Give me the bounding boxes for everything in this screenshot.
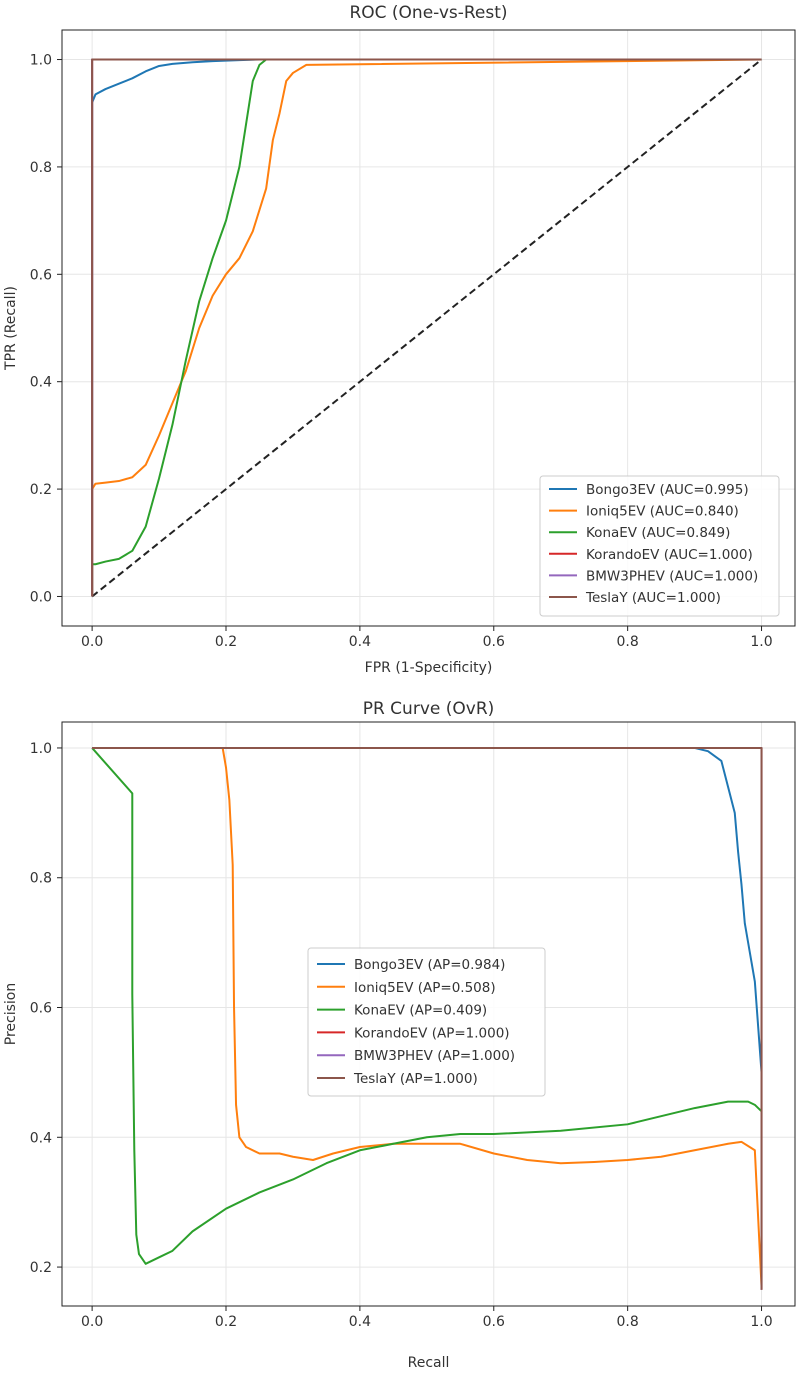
chart-panel-1: 0.0 0.2 0.4 0.6 0.8 1.0 0.0 0.2 0.4 0.6 0.8 1.0 ROC … <box>3 3 796 676</box>
y-tick-label: 0.0 <box>30 589 52 605</box>
y-tick-label: 0.6 <box>30 1001 52 1017</box>
legend-box <box>307 947 546 1097</box>
y-tick-label: 0.8 <box>30 871 52 887</box>
y-tick-label: 0.2 <box>30 482 52 498</box>
legend: Bongo3EV (AP=0.984) Ioniq5EV (AP=0.508) Ko… <box>307 947 546 1097</box>
series-group <box>91 58 763 598</box>
axes-frame <box>61 29 796 627</box>
series-line-teslay <box>92 746 763 1290</box>
legend-entry-teslay: TeslaY (AUC=1.000) <box>585 590 721 606</box>
y-tick-label: 1.0 <box>30 741 52 757</box>
x-axis-label: FPR (1-Specificity) <box>365 660 493 676</box>
x-tick-label: 1.0 <box>750 634 772 650</box>
series-line-teslay <box>91 58 762 597</box>
legend-entry-bongo3ev: Bongo3EV (AUC=0.995) <box>586 482 749 498</box>
x-tick-label: 0.2 <box>215 1314 237 1330</box>
legend-entry-bmw3phev: BMW3PHEV (AUC=1.000) <box>586 568 758 584</box>
series-line-konaev <box>91 58 762 597</box>
series-group <box>91 746 763 1290</box>
x-tick-label: 0.6 <box>483 1314 505 1330</box>
series-line-ioniq5ev <box>92 746 763 1287</box>
x-tick-label: 0.4 <box>349 634 371 650</box>
y-tick-label: 0.2 <box>30 1260 52 1276</box>
x-tick-label: 1.0 <box>750 1314 772 1330</box>
chance-diagonal-line <box>91 58 763 598</box>
axes-frame <box>61 721 796 1307</box>
legend-entry-ioniq5ev: Ioniq5EV (AUC=0.840) <box>586 504 739 520</box>
x-tick-label: 0.0 <box>81 1314 103 1330</box>
y-axis-label: Precision <box>3 983 19 1045</box>
legend-entry-teslay: TeslaY (AP=1.000) <box>353 1071 478 1087</box>
x-tick-label: 0.6 <box>483 634 505 650</box>
y-tick-label: 0.6 <box>30 267 52 283</box>
x-tick-label: 0.8 <box>617 634 639 650</box>
x-tick-label: 0.8 <box>617 1314 639 1330</box>
x-tick-label: 0.0 <box>81 634 103 650</box>
chart-title: ROC (One-vs-Rest) <box>349 3 507 23</box>
legend-box <box>539 475 780 617</box>
y-tick-label: 0.4 <box>30 375 52 391</box>
legend-entry-korandoev: KorandoEV (AUC=1.000) <box>586 547 753 563</box>
x-tick-label: 0.2 <box>215 634 237 650</box>
series-line-konaev <box>91 747 763 1265</box>
y-axis-label: TPR (Recall) <box>3 286 19 371</box>
legend: Bongo3EV (AUC=0.995) Ioniq5EV (AUC=0.840)… <box>539 475 780 617</box>
series-line-ioniq5ev <box>91 58 762 597</box>
chart-title: PR Curve (OvR) <box>363 699 495 719</box>
legend-entry-bongo3ev: Bongo3EV (AP=0.984) <box>354 957 505 973</box>
chart-panel-2: 0.0 0.2 0.4 0.6 0.8 1.0 0.2 0.4 0.6 0.8 1.0 PR Curv… <box>3 699 796 1371</box>
y-tick-label: 0.8 <box>30 160 52 176</box>
x-tick-label: 0.4 <box>349 1314 371 1330</box>
legend-entry-ioniq5ev: Ioniq5EV (AP=0.508) <box>354 980 496 996</box>
legend-entry-korandoev: KorandoEV (AP=1.000) <box>354 1025 510 1041</box>
series-line-bongo3ev <box>92 746 763 1073</box>
legend-entry-konaev: KonaEV (AP=0.409) <box>354 1003 487 1019</box>
legend-entry-bmw3phev: BMW3PHEV (AP=1.000) <box>354 1048 515 1064</box>
x-axis-label: Recall <box>408 1355 450 1371</box>
y-tick-label: 0.4 <box>30 1130 52 1146</box>
y-tick-label: 1.0 <box>30 53 52 69</box>
legend-entry-konaev: KonaEV (AUC=0.849) <box>586 525 730 541</box>
